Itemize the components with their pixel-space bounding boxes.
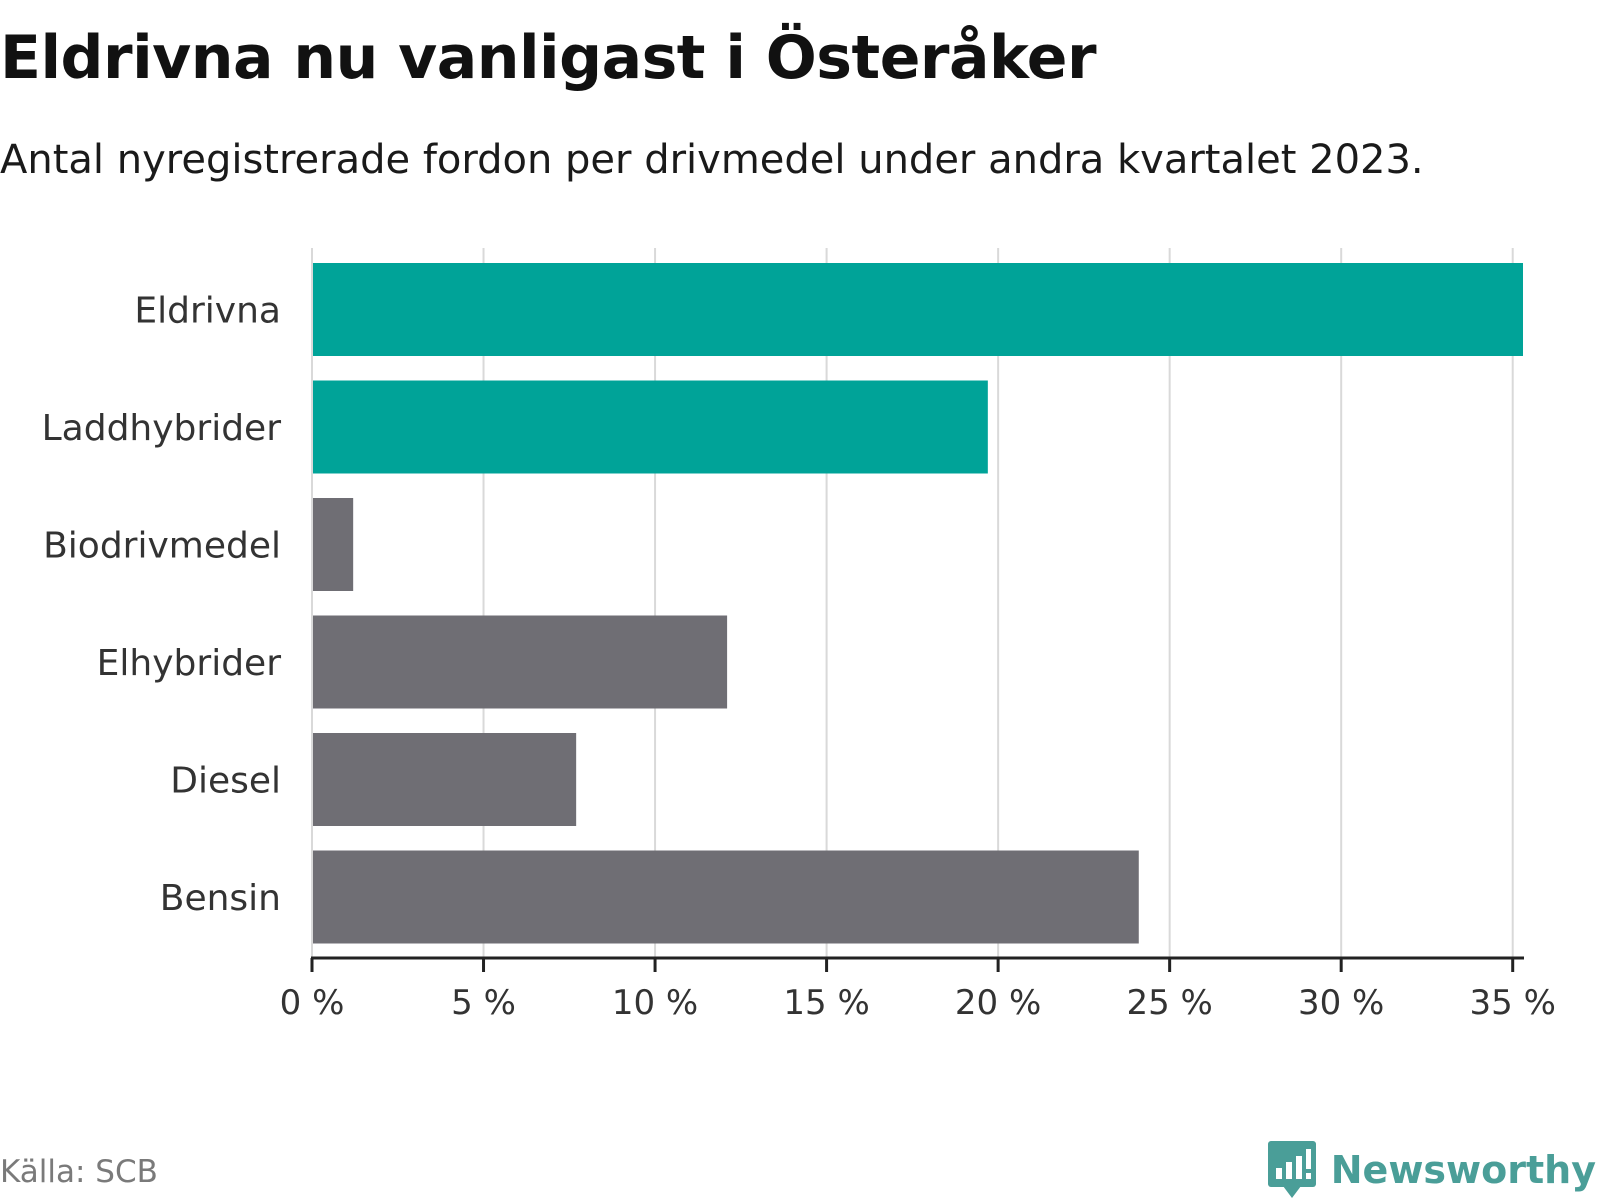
category-label-4: Diesel: [170, 761, 281, 802]
x-tick-label-0: 0 %: [280, 983, 345, 1023]
bar-2[interactable]: [312, 498, 354, 591]
x-tick-label-2: 10 %: [612, 983, 698, 1023]
bar-4[interactable]: [312, 733, 577, 826]
x-tick-label-6: 30 %: [1298, 983, 1384, 1023]
category-label-3: Elhybrider: [97, 643, 282, 684]
x-tick-label-1: 5 %: [451, 983, 516, 1023]
brand-logo[interactable]: Newsworthy: [1267, 1140, 1596, 1200]
bar-1[interactable]: [312, 380, 988, 474]
bar-chart: Eldrivna Laddhybrider Biodrivmedel Elhybrid…: [42, 248, 1556, 1023]
chart-subtitle: Antal nyregistrerade fordon per drivmede…: [0, 137, 1424, 183]
bar-0[interactable]: [312, 263, 1523, 356]
category-label-0: Eldrivna: [134, 291, 281, 332]
x-tick-label-7: 35 %: [1470, 983, 1556, 1023]
chart-title: Eldrivna nu vanligast i Österåker: [0, 23, 1097, 93]
bar-5[interactable]: [312, 850, 1139, 944]
category-label-1: Laddhybrider: [42, 408, 282, 449]
source-note: Källa: SCB: [0, 1154, 158, 1190]
x-tick-label-3: 15 %: [783, 983, 869, 1023]
category-label-2: Biodrivmedel: [43, 526, 281, 567]
newsworthy-logo-icon: [1267, 1141, 1316, 1198]
x-tick-label-4: 20 %: [955, 983, 1041, 1023]
category-label-5: Bensin: [160, 878, 281, 919]
brand-name: Newsworthy: [1330, 1148, 1596, 1192]
bar-3[interactable]: [312, 615, 728, 709]
x-tick-label-5: 25 %: [1126, 983, 1212, 1023]
